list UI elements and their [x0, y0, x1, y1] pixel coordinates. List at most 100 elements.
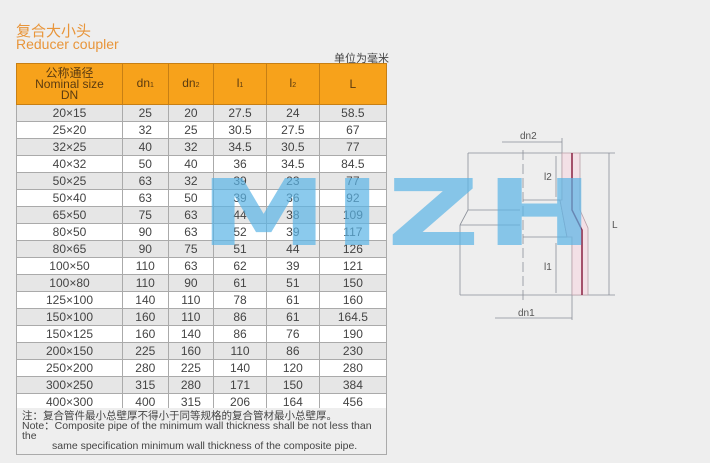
label-dn2: dn2	[520, 131, 537, 142]
table-cell: 38	[265, 206, 320, 224]
table-cell: 50×40	[16, 189, 123, 207]
table-cell: 100×80	[16, 274, 123, 292]
watermark: MIZH	[200, 160, 599, 268]
table-row: 65×50 75 63 44 38 109	[16, 206, 388, 224]
table-cell: 225	[167, 359, 215, 377]
table-row: 400×300 400 315 206 164 456	[16, 393, 388, 411]
table-cell: 61	[265, 308, 320, 326]
table-row: 32×25 40 32 34.5 30.5 77	[16, 138, 388, 156]
table-cell: 39	[213, 189, 267, 207]
table-cell: 230	[318, 342, 388, 360]
table-cell: 39	[213, 172, 267, 190]
note-en-2: same specification minimum wall thicknes…	[52, 440, 358, 452]
table-cell: 30.5	[213, 121, 267, 139]
table-row: 80×65 90 75 51 44 126	[16, 240, 388, 258]
table-cell: 315	[167, 393, 215, 411]
table-row: 40×32 50 40 36 34.5 84.5	[16, 155, 388, 173]
table-cell: 62	[213, 257, 267, 275]
col-dn2: dn2	[167, 63, 215, 105]
table-cell: 40×32	[16, 155, 123, 173]
table-cell: 110	[213, 342, 267, 360]
table-cell: 67	[318, 121, 388, 139]
table-cell: 140	[167, 325, 215, 343]
table-cell: 27.5	[265, 121, 320, 139]
table-cell: 384	[318, 376, 388, 394]
table-cell: 32×25	[16, 138, 123, 156]
table-cell: 86	[213, 308, 267, 326]
table-cell: 200×150	[16, 342, 123, 360]
col-l1: l1	[213, 63, 267, 105]
table-cell: 80×50	[16, 223, 123, 241]
table-cell: 280	[318, 359, 388, 377]
table-cell: 280	[167, 376, 215, 394]
table-cell: 90	[167, 274, 215, 292]
table-cell: 63	[167, 223, 215, 241]
table-cell: 27.5	[213, 104, 267, 122]
unit-label: 单位为毫米	[334, 52, 389, 65]
reducer-diagram: dn2 l2 L l1 dn1	[459, 131, 618, 320]
table-cell: 315	[122, 376, 169, 394]
table-row: 150×125 160 140 86 76 190	[16, 325, 388, 343]
table-cell: 32	[122, 121, 169, 139]
table-cell: 90	[122, 240, 169, 258]
table-cell: 400×300	[16, 393, 123, 411]
table-cell: 75	[122, 206, 169, 224]
table-cell: 65×50	[16, 206, 123, 224]
table-row: 300×250 315 280 171 150 384	[16, 376, 388, 394]
title-en: Reducer coupler	[16, 36, 119, 52]
table-row: 200×150 225 160 110 86 230	[16, 342, 388, 360]
col-dn1: dn1	[122, 63, 169, 105]
table-cell: 44	[265, 240, 320, 258]
label-l1: l1	[544, 262, 552, 273]
table-cell: 78	[213, 291, 267, 309]
table-cell: 140	[122, 291, 169, 309]
table-cell: 63	[122, 189, 169, 207]
label-L: L	[612, 220, 618, 231]
table-cell: 86	[213, 325, 267, 343]
label-l2: l2	[544, 172, 552, 183]
table-cell: 140	[213, 359, 267, 377]
table-cell: 39	[265, 223, 320, 241]
table-cell: 34.5	[213, 138, 267, 156]
table-cell: 164.5	[318, 308, 388, 326]
table-cell: 150	[318, 274, 388, 292]
table-cell: 121	[318, 257, 388, 275]
spec-table: 公称通径 Nominal size DN dn1 dn2 l1 l2 L 20×15…	[16, 63, 388, 411]
note-en-1: Note：Composite pipe of the minimum wall …	[22, 420, 372, 442]
table-cell: 90	[122, 223, 169, 241]
table-cell: 110	[167, 291, 215, 309]
table-cell: 58.5	[318, 104, 388, 122]
table-row: 150×100 160 110 86 61 164.5	[16, 308, 388, 326]
col-nominal: 公称通径 Nominal size DN	[16, 63, 123, 105]
table-cell: 80×65	[16, 240, 123, 258]
table-cell: 190	[318, 325, 388, 343]
table-row: 100×80 110 90 61 51 150	[16, 274, 388, 292]
table-cell: 126	[318, 240, 388, 258]
table-cell: 40	[167, 155, 215, 173]
table-cell: 50	[122, 155, 169, 173]
table-row: 50×25 63 32 39 23 77	[16, 172, 388, 190]
table-header: 公称通径 Nominal size DN dn1 dn2 l1 l2 L	[16, 63, 388, 105]
note-cn: 注：复合管件最小总壁厚不得小于同等规格的复合管材最小总壁厚。	[22, 410, 337, 422]
table-cell: 160	[167, 342, 215, 360]
table-cell: 63	[167, 206, 215, 224]
table-cell: 109	[318, 206, 388, 224]
label-dn1: dn1	[518, 308, 535, 319]
table-cell: 84.5	[318, 155, 388, 173]
table-cell: 25×20	[16, 121, 123, 139]
table-cell: 23	[265, 172, 320, 190]
table-row: 250×200 280 225 140 120 280	[16, 359, 388, 377]
table-row: 20×15 25 20 27.5 24 58.5	[16, 104, 388, 122]
table-cell: 61	[213, 274, 267, 292]
table-cell: 25	[167, 121, 215, 139]
table-cell: 92	[318, 189, 388, 207]
col-L: L	[318, 63, 388, 105]
table-cell: 75	[167, 240, 215, 258]
table-row: 50×40 63 50 39 36 92	[16, 189, 388, 207]
table-row: 125×100 140 110 78 61 160	[16, 291, 388, 309]
table-cell: 24	[265, 104, 320, 122]
table-cell: 160	[122, 325, 169, 343]
table-cell: 63	[167, 257, 215, 275]
table-cell: 39	[265, 257, 320, 275]
table-cell: 77	[318, 172, 388, 190]
